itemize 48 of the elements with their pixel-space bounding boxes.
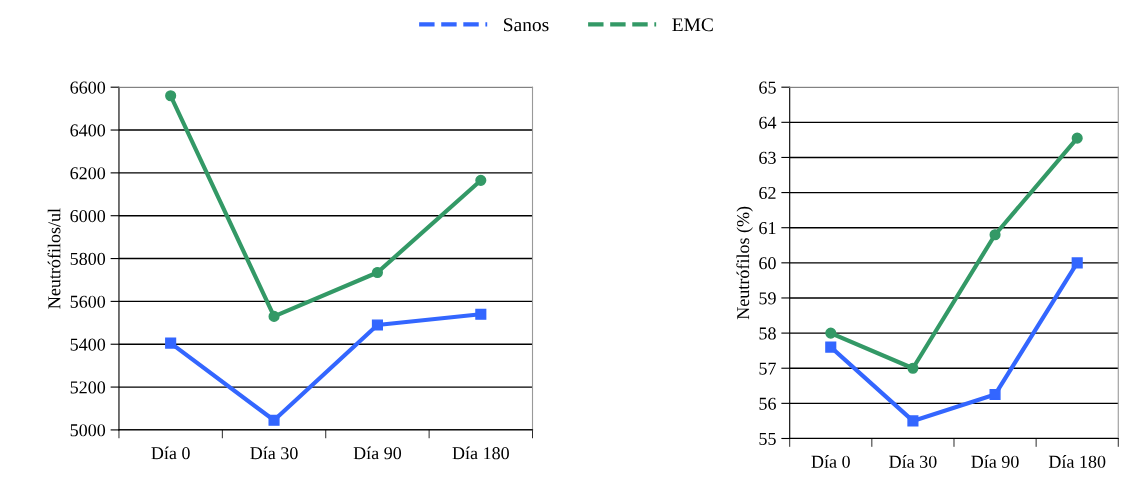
- point: [907, 362, 919, 374]
- y-tick-label: 60: [759, 257, 776, 270]
- y-tick-label: 5000: [70, 424, 106, 437]
- point: [475, 174, 487, 186]
- point: [907, 415, 919, 427]
- y-tick-label: 64: [759, 116, 777, 129]
- x-tick-label: Día 30: [889, 455, 937, 468]
- y-tick-label: 63: [759, 151, 776, 164]
- y-tick-label: 6000: [70, 209, 106, 223]
- x-tick-label: Día 180: [1048, 455, 1106, 468]
- y-tick-label: 61: [759, 222, 776, 235]
- y-tick-label: 58: [759, 327, 776, 340]
- x-tick-label: Día 30: [250, 446, 298, 460]
- y-tick-label: 56: [759, 397, 776, 410]
- y-tick-label: 6600: [70, 81, 106, 94]
- y-tick-label: 62: [759, 186, 776, 200]
- y-tick-label: 65: [759, 81, 776, 94]
- point: [475, 308, 487, 320]
- point: [165, 337, 177, 349]
- x-tick-label: Día 0: [151, 446, 190, 460]
- point: [268, 310, 280, 322]
- point: [825, 327, 837, 339]
- y-tick-label: 55: [759, 432, 776, 445]
- x-tick-label: Día 90: [971, 455, 1019, 468]
- point: [1071, 132, 1083, 144]
- point: [989, 229, 1001, 241]
- y-tick-label: 6200: [70, 167, 106, 180]
- point: [165, 90, 177, 102]
- x-tick-label: Día 0: [811, 455, 850, 468]
- x-tick-label: Día 180: [452, 446, 509, 460]
- y-tick-label: 59: [759, 292, 776, 305]
- point: [371, 319, 383, 331]
- y-tick-label: 6400: [70, 124, 106, 137]
- legend-label: EMC: [672, 18, 713, 32]
- point: [371, 266, 383, 279]
- y-axis-title: Neutrófilos/ul: [47, 208, 61, 309]
- point: [989, 389, 1001, 401]
- point: [268, 414, 280, 426]
- point: [825, 341, 837, 353]
- x-tick-label: Día 90: [353, 446, 402, 460]
- point: [1071, 257, 1083, 269]
- y-axis-title: Neutrófilos (%): [736, 206, 753, 320]
- y-tick-label: 5400: [70, 338, 106, 351]
- legend-label: Sanos: [504, 18, 549, 32]
- y-tick-label: 57: [759, 362, 776, 375]
- y-tick-label: 5600: [70, 295, 106, 308]
- y-tick-label: 5800: [70, 252, 106, 265]
- y-tick-label: 5200: [70, 381, 106, 394]
